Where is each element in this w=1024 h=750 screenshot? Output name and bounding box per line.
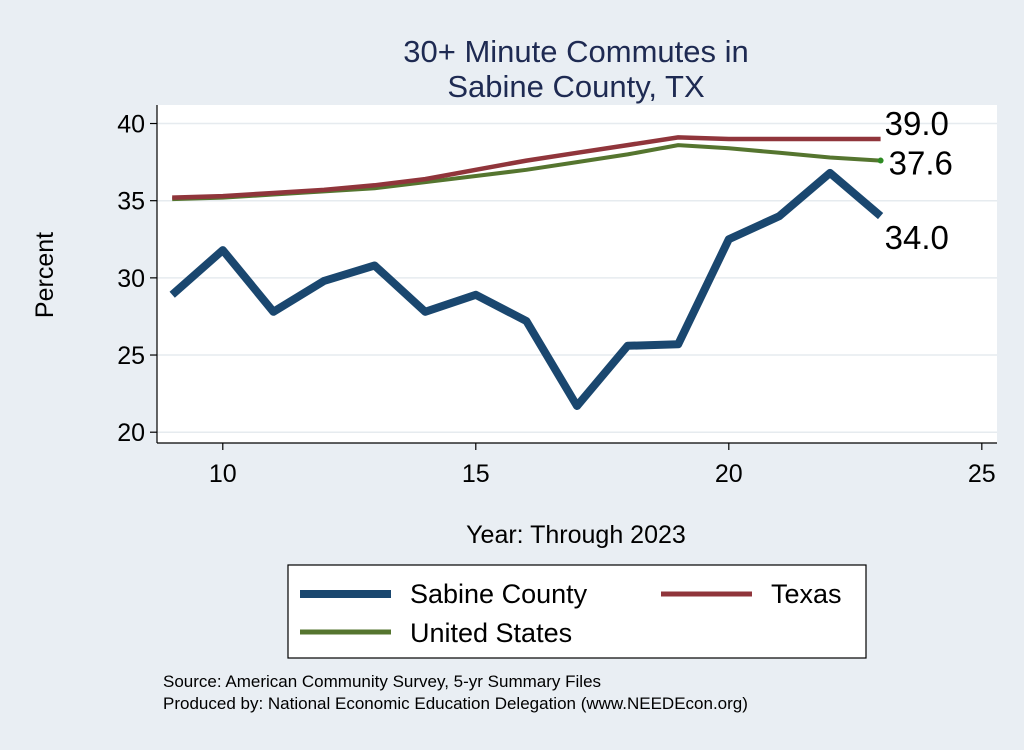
series-line-sabine-county	[169, 168, 884, 410]
y-tick-label-25: 25	[117, 342, 145, 370]
x-tick-label-20: 20	[715, 460, 743, 488]
chart-title-line-2: Sabine County, TX	[447, 69, 705, 104]
y-tick-label-40: 40	[117, 111, 145, 139]
legend-box	[287, 564, 867, 659]
x-tick-label-15: 15	[462, 460, 490, 488]
source-note: Source: American Community Survey, 5-yr …	[163, 672, 601, 691]
x-tick-label-10: 10	[209, 460, 237, 488]
legend-label-sabine-county: Sabine County	[410, 579, 588, 609]
legend: Sabine County Texas United States	[287, 564, 867, 659]
y-tick-label-30: 30	[117, 265, 145, 293]
x-axis-title: Year: Through 2023	[466, 521, 686, 549]
end-label-texas: 39.0	[885, 105, 949, 142]
y-tick-label-35: 35	[117, 188, 145, 216]
end-label-united-states: 37.6	[889, 145, 953, 182]
y-tick-label-20: 20	[117, 419, 145, 447]
producer-note: Produced by: National Economic Education…	[163, 694, 748, 713]
end-point-united-states	[877, 157, 884, 164]
end-label-sabine-county: 34.0	[885, 219, 949, 256]
axes: 20 25 30 35 40 10 15 20 25	[117, 105, 997, 488]
series-lines	[169, 135, 884, 410]
end-labels: 34.0 39.037.6	[885, 105, 953, 256]
x-tick-label-25: 25	[968, 460, 996, 488]
chart-title-line-1: 30+ Minute Commutes in	[403, 34, 748, 69]
y-axis-title: Percent	[31, 232, 59, 318]
legend-label-texas: Texas	[771, 579, 842, 609]
plot-area	[157, 105, 997, 443]
series-line-texas	[172, 135, 881, 200]
legend-label-united-states: United States	[410, 618, 572, 648]
